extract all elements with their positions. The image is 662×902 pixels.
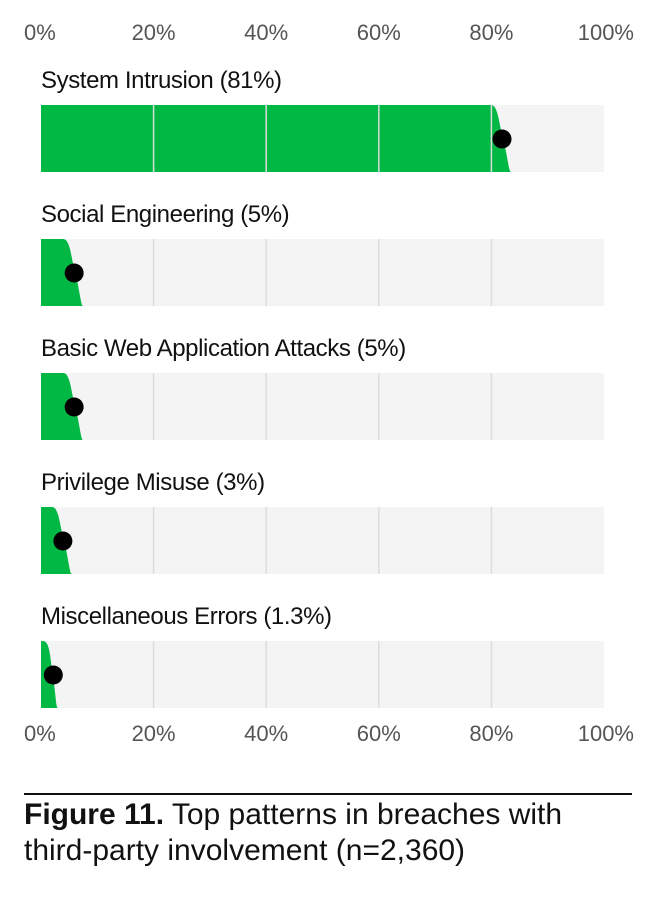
top-axis-tick-label: 100% bbox=[578, 20, 634, 45]
chart-rows: System Intrusion (81%) Social Engineering… bbox=[41, 67, 604, 708]
bottom-axis-tick-label: 40% bbox=[244, 721, 288, 746]
bar-row: Privilege Misuse (3%) bbox=[41, 469, 604, 574]
top-axis-tick-label: 20% bbox=[132, 20, 176, 45]
bar-label: Miscellaneous Errors (1.3%) bbox=[41, 603, 332, 630]
bar-track bbox=[41, 373, 604, 440]
bar-fill bbox=[41, 239, 84, 306]
point-marker bbox=[64, 397, 84, 417]
bar-row: Basic Web Application Attacks (5%) bbox=[41, 335, 604, 440]
top-axis: 0% 20% 40% 60% 80% 100% bbox=[24, 20, 634, 45]
bar-row: Social Engineering (5%) bbox=[41, 201, 604, 306]
bar-track bbox=[41, 507, 604, 574]
bar-track bbox=[41, 641, 604, 708]
bar-label: Basic Web Application Attacks (5%) bbox=[41, 335, 406, 362]
point-marker bbox=[492, 129, 512, 149]
bottom-axis: 0% 20% 40% 60% 80% 100% bbox=[24, 721, 634, 746]
point-marker bbox=[53, 531, 73, 551]
top-axis-tick-label: 60% bbox=[357, 20, 401, 45]
point-marker bbox=[64, 263, 84, 283]
bar-label: Social Engineering (5%) bbox=[41, 201, 289, 228]
figure-label: Figure 11. bbox=[24, 798, 165, 831]
figure-caption: Figure 11. Top patterns in breaches with… bbox=[24, 797, 634, 869]
bar-fill bbox=[41, 373, 84, 440]
point-marker bbox=[43, 665, 63, 685]
top-axis-tick-label: 40% bbox=[244, 20, 288, 45]
bar-track bbox=[41, 239, 604, 306]
caption-rule bbox=[24, 793, 632, 795]
bottom-axis-tick-label: 20% bbox=[132, 721, 176, 746]
bar-row: Miscellaneous Errors (1.3%) bbox=[41, 603, 604, 708]
bar-row: System Intrusion (81%) bbox=[41, 67, 604, 172]
figure-caption-text: Top patterns in breaches with third-part… bbox=[24, 798, 563, 867]
bar-label: System Intrusion (81%) bbox=[41, 67, 282, 94]
bottom-axis-tick-label: 80% bbox=[469, 721, 513, 746]
bottom-axis-tick-label: 60% bbox=[357, 721, 401, 746]
chart: 0% 20% 40% 60% 80% 100% System Intrusion (81%… bbox=[24, 20, 634, 746]
bottom-axis-tick-label: 0% bbox=[24, 721, 56, 746]
top-axis-tick-label: 80% bbox=[469, 20, 513, 45]
bottom-axis-tick-label: 100% bbox=[578, 721, 634, 746]
top-axis-tick-label: 0% bbox=[24, 20, 56, 45]
bar-fill bbox=[41, 105, 512, 172]
bar-label: Privilege Misuse (3%) bbox=[41, 469, 265, 496]
